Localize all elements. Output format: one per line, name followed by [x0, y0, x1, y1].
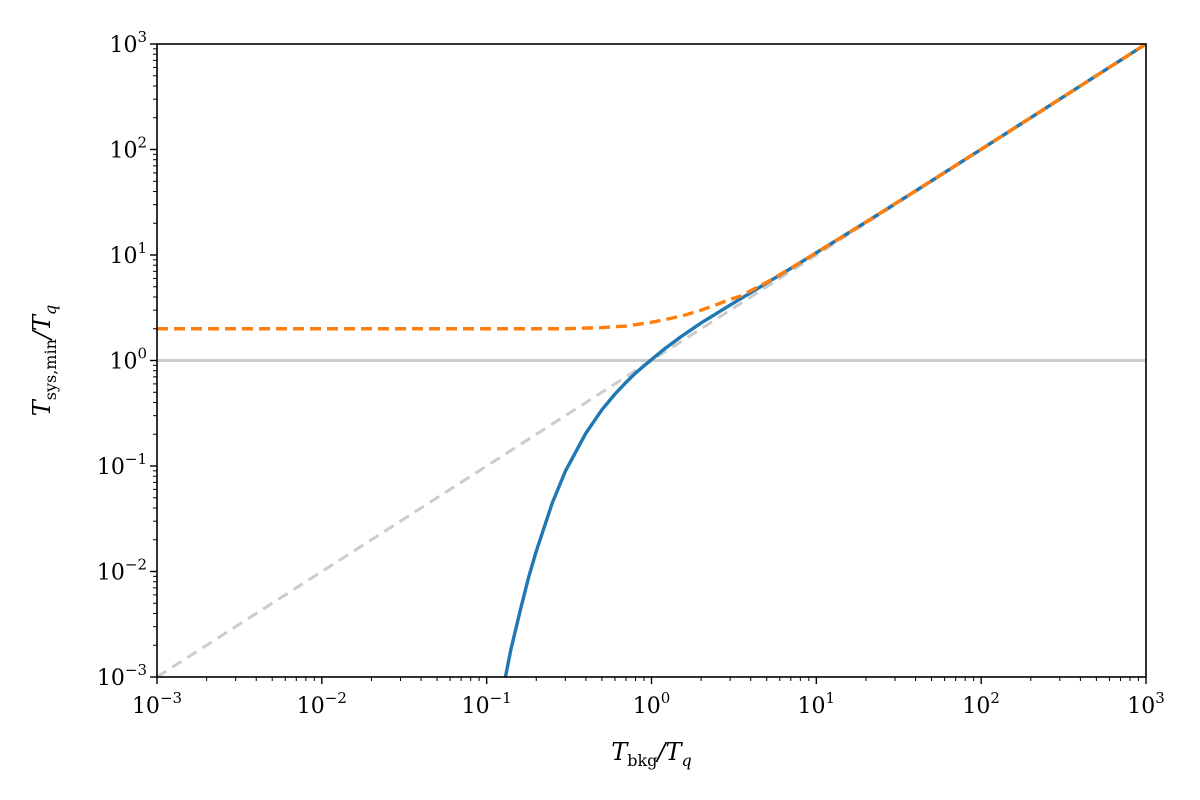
y-tick-label: 103: [109, 28, 147, 58]
y-tick-label: 10−1: [97, 450, 147, 480]
y-axis-label-main: T: [28, 398, 56, 416]
x-axis-label-sub: bkg: [627, 751, 657, 770]
x-tick-label: 101: [798, 689, 836, 719]
x-tick-label: 10−1: [462, 689, 512, 719]
x-axis-label-rest-sub: q: [682, 751, 692, 770]
y-tick-label: 102: [109, 134, 147, 164]
x-tick-label: 102: [962, 689, 1000, 719]
y-axis-label-sub: sys,min: [41, 339, 60, 400]
x-axis-label-main: T: [611, 738, 629, 766]
tick-labels: 10−3 10−2 10−1 100 101 102 103 10−3 10−2 10−1 100 1…: [97, 28, 1165, 719]
x-tick-label: 10−3: [132, 689, 182, 719]
x-axis-label-rest: /T: [655, 738, 683, 766]
y-axis-label: Tsys,min/Tq: [28, 305, 60, 417]
series-layer: [157, 44, 1146, 677]
y-tick-label: 100: [109, 345, 147, 375]
y-axis-label-rest-sub: q: [41, 305, 60, 315]
y-tick-label: 10−3: [97, 661, 147, 691]
series-line-2: [157, 44, 1146, 331]
y-tick-label: 10−2: [97, 556, 147, 586]
x-tick-label: 10−2: [297, 689, 347, 719]
y-tick-label: 101: [109, 239, 147, 269]
x-tick-label: 103: [1127, 689, 1165, 719]
x-tick-label: 100: [633, 689, 671, 719]
x-axis-label: Tbkg/Tq: [611, 738, 692, 770]
y-axis-label-rest: /T: [28, 313, 56, 341]
ticks: [150, 43, 1147, 684]
